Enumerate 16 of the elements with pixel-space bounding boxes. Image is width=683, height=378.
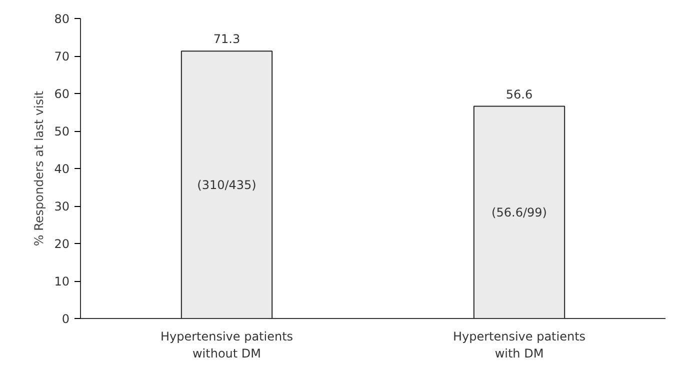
y-tick-label: 0 <box>62 312 70 326</box>
annotation: (310/435) <box>197 178 256 192</box>
x-tick-label: Hypertensive patients without DM <box>160 330 294 360</box>
annotation: (56.6/99) <box>492 205 547 220</box>
y-axis-title: % Responders at last visit <box>32 90 46 246</box>
x-tick-label: Hypertensive patients with DM <box>452 330 586 360</box>
data-label: 71.3 <box>213 32 240 46</box>
y-tick-label: 80 <box>54 12 70 26</box>
y-tick-label: 30 <box>54 200 70 214</box>
y-tick-label: 40 <box>54 162 70 176</box>
data-label: 56.6 <box>506 87 533 102</box>
y-tick-label: 20 <box>54 237 70 251</box>
y-tick-label: 60 <box>54 87 70 101</box>
y-tick-label: 70 <box>54 50 70 64</box>
y-tick-label: 50 <box>54 124 70 138</box>
y-tick-label: 10 <box>54 274 70 288</box>
